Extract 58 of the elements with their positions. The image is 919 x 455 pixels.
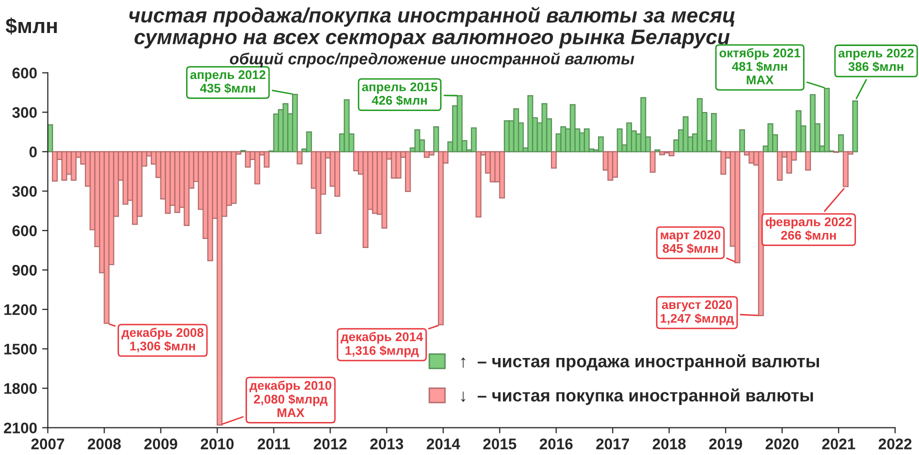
x-tick-label: 2022 bbox=[878, 438, 912, 450]
bar bbox=[776, 151, 783, 181]
x-tick-label: 2017 bbox=[596, 438, 629, 450]
annotation: март 2020 845 $млн bbox=[660, 230, 720, 254]
bar bbox=[720, 151, 726, 175]
annotation: октябрь 2021 481 $млн MAX bbox=[720, 48, 800, 84]
x-tick-label: 2007 bbox=[31, 438, 64, 450]
x-tick-label: 2014 bbox=[426, 438, 460, 450]
x-tick-label: 2009 bbox=[144, 438, 178, 450]
annotation: декабрь 2010 2,080 $млрд MAX bbox=[249, 380, 332, 417]
x-tick-label: 2021 bbox=[822, 438, 856, 450]
y-tick-label: 0 bbox=[29, 146, 37, 158]
y-tick-label: 900 bbox=[12, 264, 37, 276]
x-tick-label: 2012 bbox=[314, 438, 347, 450]
y-tick-label: 1500 bbox=[4, 344, 37, 355]
x-tick-label: 2008 bbox=[88, 438, 121, 450]
y-tick-label: 600 bbox=[12, 225, 37, 236]
annotation: апрель 2022 386 $млн bbox=[838, 48, 914, 72]
x-tick-label: 2019 bbox=[709, 438, 742, 450]
x-tick-label: 2015 bbox=[483, 438, 516, 450]
y-axis-title: $млн bbox=[6, 18, 57, 35]
x-tick-label: 2011 bbox=[258, 438, 290, 450]
x-tick-label: 2020 bbox=[766, 438, 798, 450]
bar bbox=[838, 134, 844, 152]
bar bbox=[296, 151, 303, 164]
annotation: апрель 2012 435 $млн bbox=[190, 70, 266, 94]
bar bbox=[244, 151, 251, 168]
bar bbox=[404, 151, 411, 192]
y-tick-label: 2100 bbox=[4, 422, 37, 434]
bar bbox=[805, 151, 811, 171]
bar bbox=[659, 151, 665, 156]
bar bbox=[52, 151, 58, 182]
x-tick-label: 2016 bbox=[540, 438, 573, 450]
annotation: апрель 2015 426 $млн bbox=[362, 82, 438, 106]
bar bbox=[550, 151, 557, 169]
legend-label: ↑ – чистая продажа иностранной валюты bbox=[461, 354, 819, 371]
chart-title: чистая продажа/покупка иностранной валюты за месяц суммарно на всех секторах валютного рынка Беларуси bbox=[129, 6, 735, 48]
x-tick-label: 2013 bbox=[370, 438, 404, 450]
bar bbox=[433, 126, 440, 152]
bar bbox=[476, 151, 482, 218]
chart-subtitle: общий спрос/предложение иностранной валюты bbox=[230, 52, 634, 68]
annotation: декабрь 2008 1,306 $млн bbox=[122, 328, 204, 352]
legend-label: ↓ – чистая покупка иностранной валюты bbox=[461, 388, 813, 405]
bar bbox=[739, 129, 746, 152]
y-tick-label: 300 bbox=[12, 186, 37, 197]
y-tick-label: 600 bbox=[12, 68, 37, 78]
y-tick-label: 1200 bbox=[4, 304, 37, 316]
x-tick-label: 2010 bbox=[200, 438, 234, 450]
bar bbox=[650, 151, 656, 173]
annotation: декабрь 2014 1,316 $млрд bbox=[340, 332, 423, 358]
y-tick-label: 1800 bbox=[4, 383, 37, 394]
annotation: февраль 2022 266 $млн bbox=[766, 217, 852, 241]
annotation: август 2020 1,247 $млрд bbox=[660, 300, 734, 326]
bar bbox=[796, 110, 802, 152]
bar bbox=[852, 100, 858, 152]
x-tick-label: 2018 bbox=[652, 438, 686, 450]
y-tick-label: 300 bbox=[12, 107, 37, 118]
bar bbox=[598, 136, 604, 152]
